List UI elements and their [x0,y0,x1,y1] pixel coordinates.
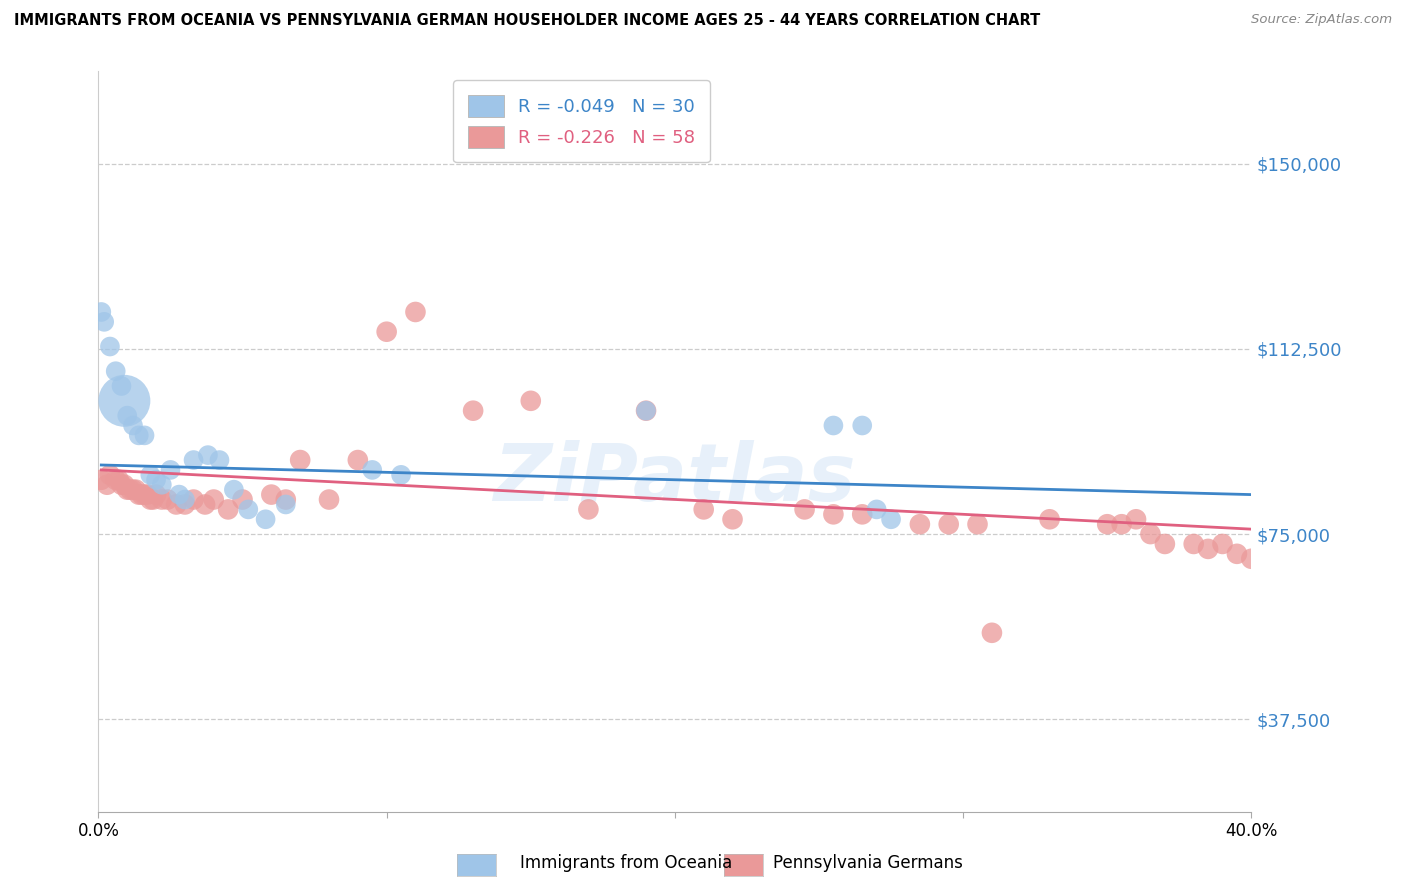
Point [361,463,384,477]
Point [721,512,744,526]
Point [254,512,277,526]
Point [122,418,145,433]
Point [107,473,129,487]
Text: Immigrants from Oceania: Immigrants from Oceania [520,855,733,872]
Text: Source: ZipAtlas.com: Source: ZipAtlas.com [1251,13,1392,27]
Point [208,453,231,467]
Point [167,487,190,501]
Point [1212,537,1234,551]
Point [197,448,219,462]
Point [136,487,159,501]
Point [318,492,340,507]
Point [1111,517,1133,532]
Point [966,517,988,532]
Point [110,477,132,491]
Point [274,498,297,512]
Point [93,315,115,329]
Point [104,364,127,378]
Text: IMMIGRANTS FROM OCEANIA VS PENNSYLVANIA GERMAN HOUSEHOLDER INCOME AGES 25 - 44 Y: IMMIGRANTS FROM OCEANIA VS PENNSYLVANIA … [14,13,1040,29]
Point [112,393,135,408]
Point [128,487,150,501]
Point [793,502,815,516]
Point [145,487,167,501]
Point [389,467,412,482]
Point [90,473,112,487]
Point [117,409,139,423]
Point [1139,527,1161,541]
Point [1039,512,1062,526]
Point [96,477,118,491]
Point [222,483,245,497]
Point [145,473,167,487]
Point [1197,541,1219,556]
Point [159,463,181,477]
Text: ZiPatlas: ZiPatlas [494,440,856,517]
Point [274,492,297,507]
Point [110,379,132,393]
Point [938,517,960,532]
Point [156,492,179,507]
Point [693,502,716,516]
Point [238,502,260,516]
Point [823,418,845,433]
Point [183,453,205,467]
Point [202,492,225,507]
Point [217,502,239,516]
Point [405,305,427,319]
Point [142,492,165,507]
Point [150,477,173,491]
Point [231,492,254,507]
Point [134,428,156,442]
Point [120,483,142,497]
Point [260,487,283,501]
Point [122,483,145,497]
Point [823,508,845,522]
Point [578,502,600,516]
Point [520,393,543,408]
Point [131,487,153,501]
Point [125,483,148,497]
Point [98,339,121,353]
Point [290,453,312,467]
Point [1154,537,1177,551]
Point [112,477,135,491]
Point [461,403,484,417]
Point [1182,537,1205,551]
Point [851,508,873,522]
Point [194,498,217,512]
Point [1125,512,1147,526]
Point [636,403,658,417]
Point [174,498,197,512]
Point [908,517,931,532]
Point [134,487,156,501]
Legend: R = -0.049   N = 30, R = -0.226   N = 58: R = -0.049 N = 30, R = -0.226 N = 58 [453,80,710,162]
Point [375,325,398,339]
Point [98,467,121,482]
Point [1240,551,1263,566]
Point [1097,517,1119,532]
Point [139,492,162,507]
Text: Pennsylvania Germans: Pennsylvania Germans [773,855,963,872]
Point [117,483,139,497]
Point [104,473,127,487]
Point [150,492,173,507]
Point [346,453,368,467]
Point [866,502,889,516]
Point [880,512,903,526]
Point [165,498,187,512]
Point [636,403,658,417]
Point [981,625,1004,640]
Point [128,428,150,442]
Point [1226,547,1249,561]
Point [174,492,197,507]
Point [90,305,112,319]
Point [851,418,873,433]
Point [139,467,162,482]
Point [183,492,205,507]
